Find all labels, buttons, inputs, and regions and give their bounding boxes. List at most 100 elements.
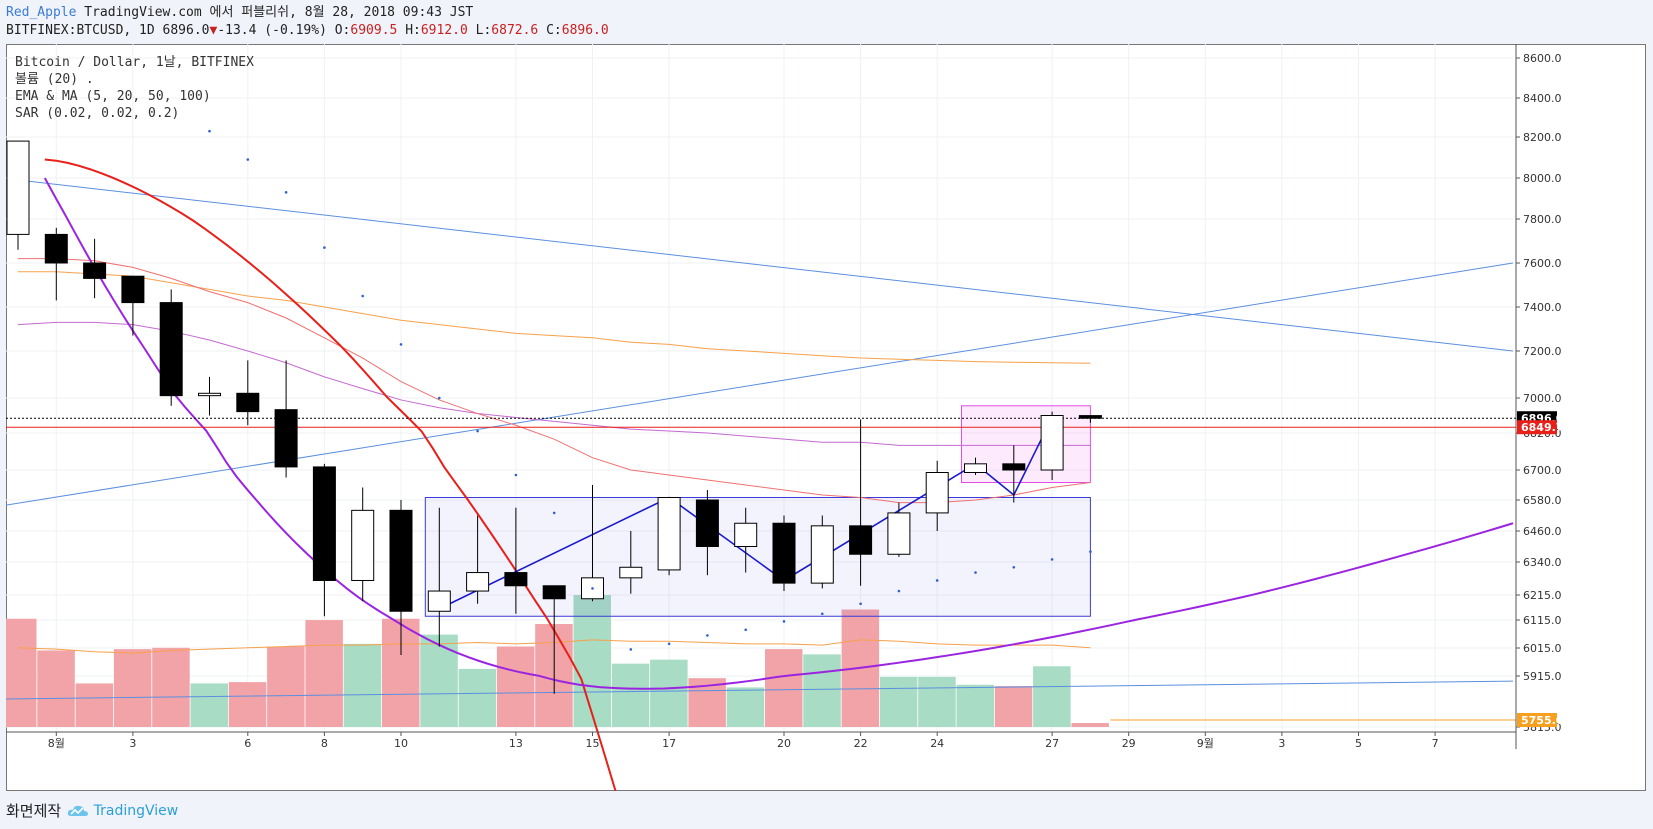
sar-dot <box>859 602 862 606</box>
brand-label: TradingView <box>93 802 179 819</box>
sar-dot <box>399 343 403 346</box>
sar-dot <box>744 628 747 632</box>
symbol-label: BITFINEX:BTCUSD, 1D 6896.0 <box>6 23 210 38</box>
sar-dot <box>1050 558 1054 561</box>
sar-dot <box>591 587 594 590</box>
volume-bar <box>918 676 956 727</box>
price-tick-label: 6700.0 <box>1523 464 1562 477</box>
volume-bar <box>1033 666 1071 727</box>
high-label: H: <box>405 23 421 38</box>
volume-bar <box>305 620 343 727</box>
price-tick-label: 6115.0 <box>1523 614 1562 627</box>
candle <box>466 572 490 592</box>
sar-dot <box>284 191 288 194</box>
volume-bar <box>573 595 611 727</box>
candle <box>657 497 681 571</box>
price-chart[interactable]: 5815.05915.06015.06115.06215.06340.06460… <box>6 44 1646 791</box>
price-tick-label: 8600.0 <box>1523 52 1562 65</box>
sar-dot <box>629 648 633 651</box>
candle <box>159 302 183 397</box>
sar-dot <box>706 634 709 637</box>
volume-bar <box>879 676 918 727</box>
volume-bar <box>458 668 497 727</box>
time-tick-label: 5 <box>1355 737 1362 750</box>
high-value: 6912.0 <box>420 23 468 38</box>
price-tick-label: 8200.0 <box>1523 131 1562 144</box>
price-tick-label: 6015.0 <box>1523 642 1562 655</box>
open-value: 6909.5 <box>350 23 398 38</box>
candle <box>312 466 336 581</box>
time-tick-label: 8월 <box>48 737 65 750</box>
change-value: -13.4 (-0.19%) <box>217 23 327 38</box>
price-tick-label: 7600.0 <box>1523 257 1562 270</box>
candle <box>389 509 413 612</box>
sar-dot <box>782 620 786 623</box>
author-link[interactable]: Red_Apple <box>6 5 77 20</box>
time-tick-label: 24 <box>930 737 944 750</box>
volume-bar <box>343 643 382 727</box>
volume-bar <box>803 654 841 727</box>
time-tick-label: 3 <box>129 737 136 750</box>
price-tag-label: 5755.0 <box>1521 714 1564 727</box>
volume-bar <box>611 663 650 727</box>
candle <box>1002 463 1026 471</box>
sar-dot <box>438 396 441 400</box>
legend-sar[interactable]: SAR (0.02, 0.02, 0.2) <box>15 106 180 121</box>
sar-dot <box>1089 550 1092 553</box>
indicator-legend: Bitcoin / Dollar, 1날, BITFINEX 볼륨 (20) .… <box>15 54 254 122</box>
time-tick-label: 22 <box>854 737 868 750</box>
consolidation-box <box>424 497 1091 617</box>
tradingview-logo[interactable]: TradingView <box>67 803 178 819</box>
price-tick-label: 7800.0 <box>1523 213 1562 226</box>
volume-bar <box>765 649 803 727</box>
candle <box>810 525 834 584</box>
time-tick-label: 17 <box>662 737 676 750</box>
price-tick-label: 7400.0 <box>1523 301 1562 314</box>
price-tick-label: 8400.0 <box>1523 92 1562 105</box>
candle <box>44 233 68 264</box>
time-tick-label: 3 <box>1278 737 1285 750</box>
time-tick-label: 9월 <box>1197 737 1214 750</box>
candle <box>695 499 719 547</box>
volume-bar <box>113 649 152 727</box>
legend-ema[interactable]: EMA & MA (5, 20, 50, 100) <box>15 89 211 104</box>
change-down-icon: ▼ <box>209 23 218 38</box>
trendline-bottom <box>6 680 1514 700</box>
volume-bar <box>228 682 267 727</box>
sar-dot <box>667 642 671 646</box>
price-tick-label: 5915.0 <box>1523 670 1562 683</box>
candle <box>734 522 758 547</box>
price-tick-label: 6340.0 <box>1523 556 1562 569</box>
volume-bar <box>956 684 994 727</box>
candle <box>504 572 528 587</box>
close-label: C: <box>546 23 562 38</box>
sar-dot <box>514 473 518 477</box>
sar-dot <box>974 571 977 574</box>
price-tag-red <box>1517 420 1557 435</box>
price-tick-label: 8000.0 <box>1523 172 1562 185</box>
sar-dot <box>476 429 479 433</box>
candle <box>887 512 911 555</box>
time-tick-label: 15 <box>586 737 600 750</box>
price-tick-label: 6215.0 <box>1523 589 1562 602</box>
time-tick-label: 6 <box>244 737 251 750</box>
low-label: L: <box>475 23 492 38</box>
volume-bar <box>6 618 37 727</box>
time-tick-label: 20 <box>777 737 791 750</box>
price-tick-label: 6580.0 <box>1523 494 1562 507</box>
volume-bar <box>496 646 535 727</box>
legend-volume[interactable]: 볼륨 (20) . <box>15 72 94 87</box>
low-value: 6872.6 <box>491 23 539 38</box>
volume-bar <box>190 683 228 727</box>
price-tick-label: 7000.0 <box>1523 392 1562 405</box>
ohlc-line: BITFINEX:BTCUSD, 1D 6896.0▼-13.4 (-0.19%… <box>6 22 609 40</box>
sar-dot <box>935 579 939 582</box>
volume-bar <box>267 646 305 727</box>
candle <box>274 409 298 468</box>
chart-header: Red_Apple TradingView.com 에서 퍼블리쉬, 8월 28… <box>6 4 609 40</box>
sar-dot <box>897 589 901 593</box>
time-tick-label: 13 <box>509 737 523 750</box>
candle <box>619 566 643 579</box>
zigzag-line <box>438 417 1053 610</box>
candle <box>1078 415 1102 419</box>
